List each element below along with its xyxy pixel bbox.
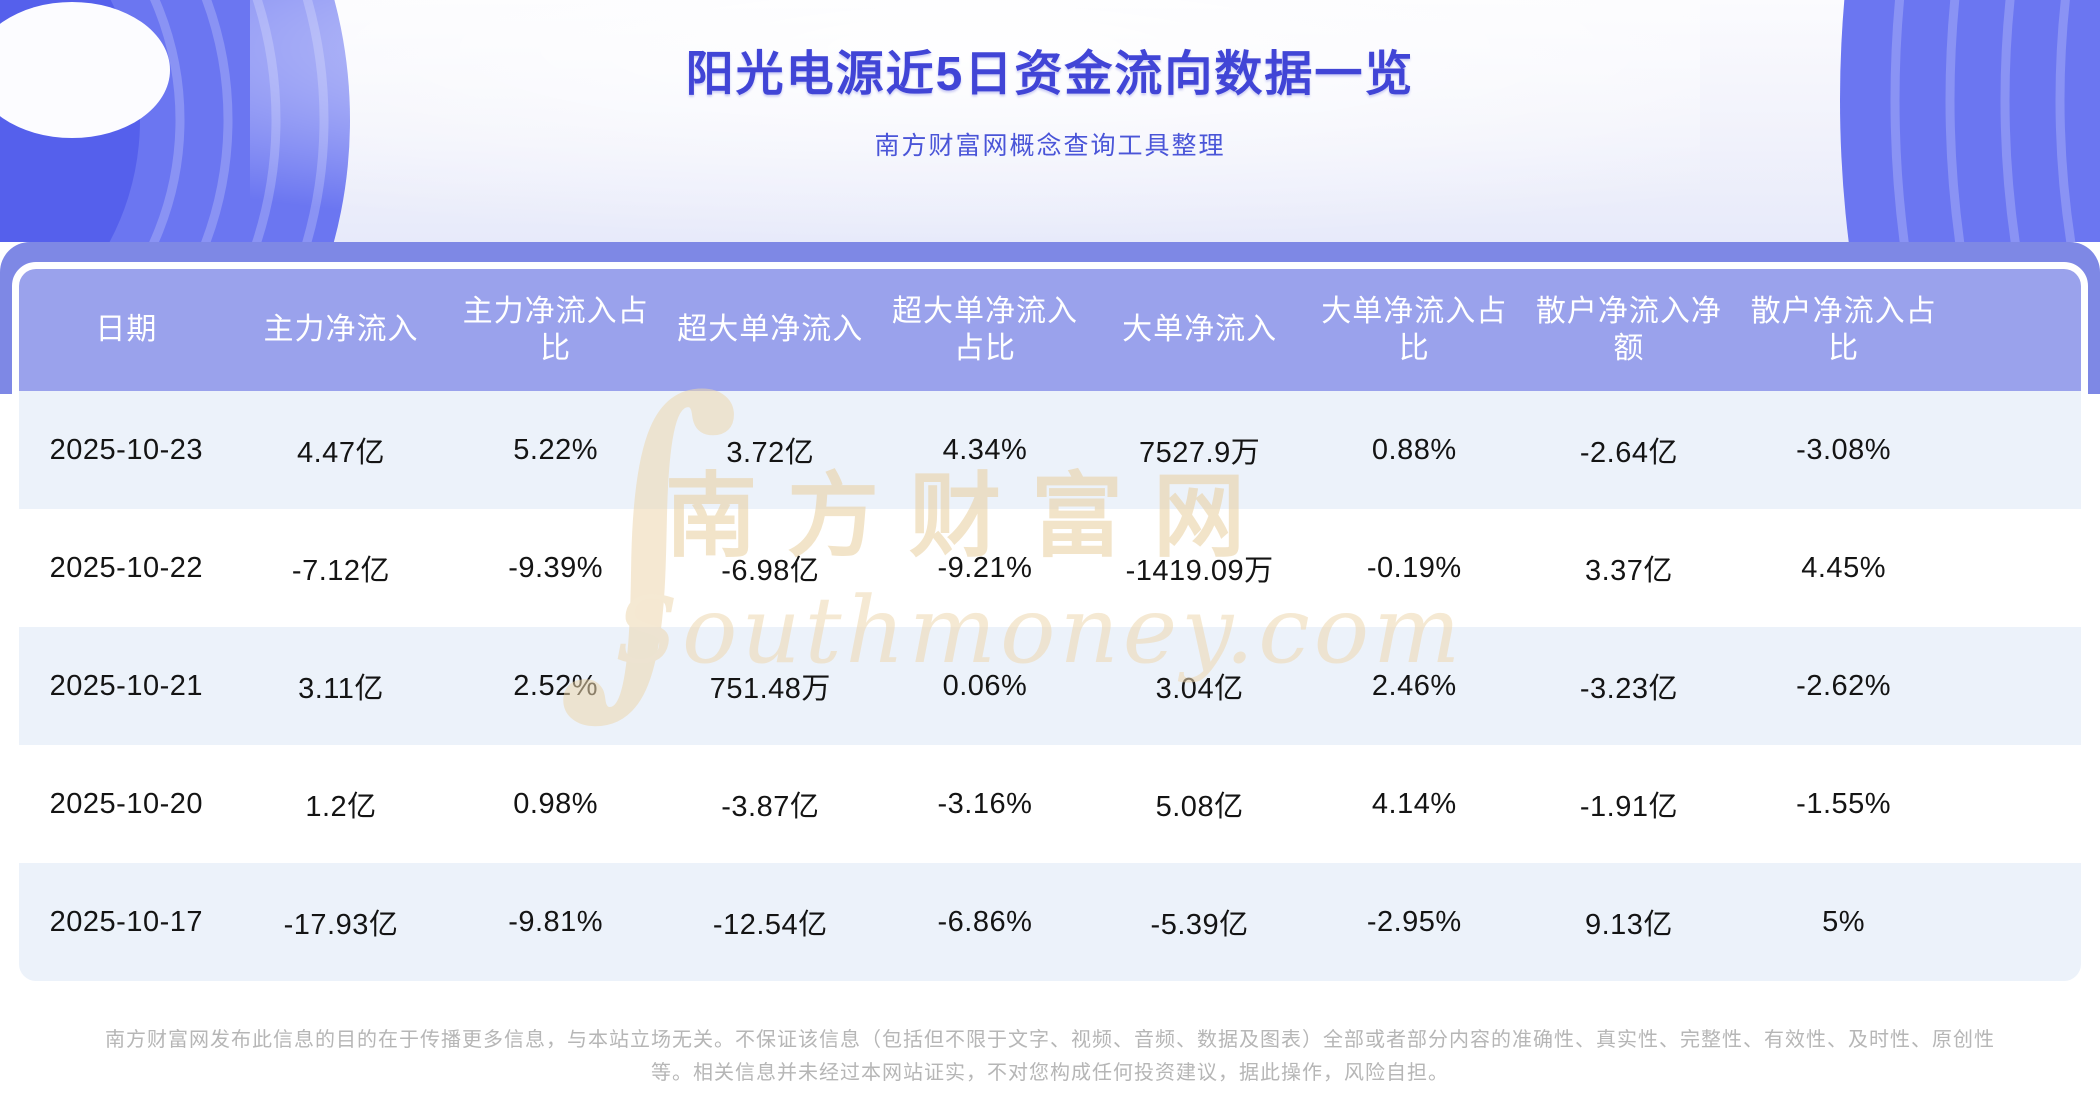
column-header: 日期 [19, 269, 234, 391]
value-cell: -3.08% [1736, 391, 1951, 509]
value-cell: 0.98% [448, 745, 663, 863]
column-header: 大单净流入 [1092, 269, 1307, 391]
value-cell: 2.52% [448, 627, 663, 745]
value-cell: 4.45% [1736, 509, 1951, 627]
value-cell: 0.88% [1306, 391, 1522, 509]
table-header-row: 日期 主力净流入 主力净流入占比 超大单净流入 超大单净流入占比 大单净流入 大单净流入占比… [19, 269, 2081, 391]
column-header: 超大单净流入 [662, 269, 878, 391]
column-header: 主力净流入 [233, 269, 449, 391]
value-cell: -3.87亿 [662, 745, 878, 863]
value-cell: -2.95% [1306, 863, 1522, 981]
value-cell: 9.13亿 [1521, 863, 1737, 981]
table-panel: 日期 主力净流入 主力净流入占比 超大单净流入 超大单净流入占比 大单净流入 大单净流入占比… [12, 262, 2088, 988]
value-cell: -3.23亿 [1521, 627, 1737, 745]
page-subtitle: 南方财富网概念查询工具整理 [874, 132, 1226, 160]
column-header: 大单净流入占比 [1306, 269, 1522, 391]
value-cell: 4.14% [1306, 745, 1522, 863]
date-cell: 2025-10-20 [19, 745, 234, 863]
value-cell: -9.39% [448, 509, 663, 627]
column-header: 散户净流入净额 [1521, 269, 1737, 391]
value-cell: -1419.09万 [1092, 509, 1307, 627]
value-cell: 751.48万 [662, 627, 878, 745]
value-cell: 3.04亿 [1092, 627, 1307, 745]
table-row: 2025-10-23 4.47亿 5.22% 3.72亿 4.34% 7527.9万 0.8… [19, 391, 2081, 509]
value-cell: 3.37亿 [1521, 509, 1737, 627]
date-cell: 2025-10-22 [19, 509, 234, 627]
value-cell: -3.16% [877, 745, 1093, 863]
value-cell: 3.11亿 [233, 627, 449, 745]
value-cell-spacer [1951, 627, 2081, 745]
right-arcs [1840, 0, 2100, 242]
value-cell: 3.72亿 [662, 391, 878, 509]
value-cell: -1.91亿 [1521, 745, 1737, 863]
column-header-spacer [1951, 269, 2081, 391]
table-row: 2025-10-21 3.11亿 2.52% 751.48万 0.06% 3.04亿 2.4… [19, 627, 2081, 745]
column-header: 超大单净流入占比 [877, 269, 1093, 391]
value-cell: -7.12亿 [233, 509, 449, 627]
date-cell: 2025-10-23 [19, 391, 234, 509]
value-cell: -2.64亿 [1521, 391, 1737, 509]
value-cell: -9.21% [877, 509, 1093, 627]
fund-flow-table-section: 日期 主力净流入 主力净流入占比 超大单净流入 超大单净流入占比 大单净流入 大单净流入占比… [0, 242, 2100, 988]
value-cell: -9.81% [448, 863, 663, 981]
value-cell: -0.19% [1306, 509, 1522, 627]
table-row: 2025-10-22 -7.12亿 -9.39% -6.98亿 -9.21% -1419.… [19, 509, 2081, 627]
white-blob [0, 2, 170, 138]
value-cell: -12.54亿 [662, 863, 878, 981]
disclaimer-text: 南方财富网发布此信息的目的在于传播更多信息，与本站立场无关。不保证该信息（包括但… [105, 1029, 1995, 1084]
column-header: 散户净流入占比 [1736, 269, 1951, 391]
value-cell-spacer [1951, 509, 2081, 627]
value-cell: 2.46% [1306, 627, 1522, 745]
hero-glow [250, 0, 1700, 242]
table-row: 2025-10-17 -17.93亿 -9.81% -12.54亿 -6.86% -5.3… [19, 863, 2081, 981]
value-cell: -6.98亿 [662, 509, 878, 627]
value-cell: -17.93亿 [233, 863, 449, 981]
value-cell: 5.22% [448, 391, 663, 509]
date-cell: 2025-10-17 [19, 863, 234, 981]
value-cell: -6.86% [877, 863, 1093, 981]
value-cell-spacer [1951, 863, 2081, 981]
table-body: 2025-10-23 4.47亿 5.22% 3.72亿 4.34% 7527.9万 0.8… [19, 391, 2081, 981]
value-cell: 5% [1736, 863, 1951, 981]
hero-background-arcs [0, 0, 2100, 242]
date-cell: 2025-10-21 [19, 627, 234, 745]
value-cell: -2.62% [1736, 627, 1951, 745]
value-cell: 5.08亿 [1092, 745, 1307, 863]
table-row: 2025-10-20 1.2亿 0.98% -3.87亿 -3.16% 5.08亿 4.14… [19, 745, 2081, 863]
value-cell-spacer [1951, 391, 2081, 509]
value-cell: 1.2亿 [233, 745, 449, 863]
value-cell-spacer [1951, 745, 2081, 863]
value-cell: 4.47亿 [233, 391, 449, 509]
value-cell: -5.39亿 [1092, 863, 1307, 981]
value-cell: 4.34% [877, 391, 1093, 509]
hero-banner: 阳光电源近5日资金流向数据一览 南方财富网概念查询工具整理 [0, 0, 2100, 242]
value-cell: 7527.9万 [1092, 391, 1307, 509]
page-title: 阳光电源近5日资金流向数据一览 [685, 48, 1415, 101]
fund-flow-table: 日期 主力净流入 主力净流入占比 超大单净流入 超大单净流入占比 大单净流入 大单净流入占比… [19, 269, 2081, 981]
value-cell: 0.06% [877, 627, 1093, 745]
column-header: 主力净流入占比 [448, 269, 663, 391]
value-cell: -1.55% [1736, 745, 1951, 863]
